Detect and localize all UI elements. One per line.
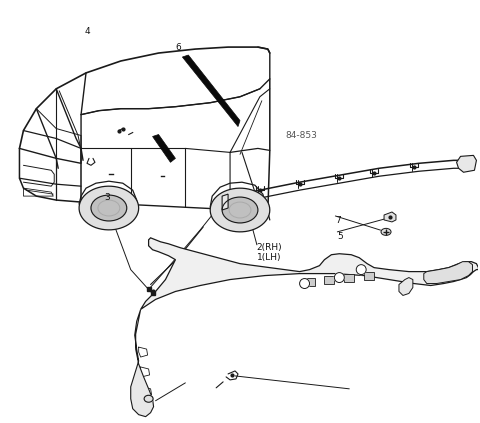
Ellipse shape <box>381 228 391 235</box>
Polygon shape <box>131 309 154 417</box>
Circle shape <box>356 265 366 275</box>
Text: 3: 3 <box>104 192 110 202</box>
Text: 2(RH)
1(LH): 2(RH) 1(LH) <box>257 243 282 262</box>
Text: 6: 6 <box>176 43 181 52</box>
Ellipse shape <box>144 395 153 402</box>
Text: 4: 4 <box>85 27 91 36</box>
Polygon shape <box>344 274 354 282</box>
Polygon shape <box>456 155 477 172</box>
Polygon shape <box>153 135 175 162</box>
Polygon shape <box>222 194 228 210</box>
Circle shape <box>300 279 310 288</box>
Polygon shape <box>182 55 240 126</box>
Ellipse shape <box>222 197 258 223</box>
Circle shape <box>335 272 344 283</box>
Polygon shape <box>210 188 270 232</box>
Polygon shape <box>399 277 413 295</box>
Polygon shape <box>424 262 472 283</box>
Polygon shape <box>364 272 374 280</box>
Ellipse shape <box>91 195 127 221</box>
Text: 84-853: 84-853 <box>285 131 317 140</box>
Polygon shape <box>141 238 479 309</box>
Polygon shape <box>79 186 139 230</box>
Polygon shape <box>384 212 396 222</box>
Polygon shape <box>324 275 335 283</box>
Polygon shape <box>305 277 314 286</box>
Text: 7: 7 <box>336 216 341 225</box>
Text: 5: 5 <box>338 232 344 241</box>
